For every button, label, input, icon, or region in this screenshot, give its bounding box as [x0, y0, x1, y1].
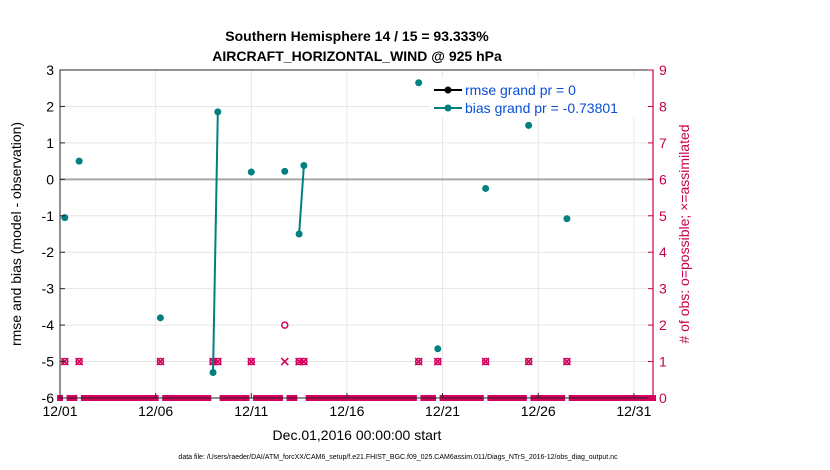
obs-assimilated-marker-13: [562, 357, 571, 366]
right-tick-label-2: 2: [659, 317, 667, 333]
legend-box: [430, 78, 646, 118]
obs-assimilated-cross-b-1: [75, 357, 84, 366]
obs-possible-marker-9: [414, 357, 423, 366]
obs-possible-marker-8: [300, 357, 308, 366]
bias-line-segment-0: [212, 111, 219, 373]
legend-rmse-marker: [444, 86, 452, 94]
right-tick-label-8: 8: [659, 98, 667, 114]
data-file-footnote: data file: /Users/raeder/DAI/ATM_forcXX/…: [178, 454, 618, 461]
bias-point-9: [415, 79, 423, 87]
obs-assimilated-cross-b-5: [247, 357, 256, 366]
obs-possible-marker-11: [481, 357, 490, 366]
obs-assimilated-cross-b-12: [524, 357, 533, 366]
obs-assimilated-marker-4: [213, 357, 222, 366]
bias-series: [61, 79, 571, 376]
obs-assimilated-marker-2: [156, 357, 165, 366]
x-tick-label-0: 12/01: [42, 403, 77, 419]
obs-assimilated-cross-b-13: [562, 357, 571, 366]
obs-assimilated-marker-6: [280, 357, 289, 366]
legend-rmse-label: rmse grand pr = 0: [465, 82, 576, 98]
obs-possible-marker-12: [524, 357, 533, 366]
x-tick-label-2: 12/11: [234, 403, 268, 419]
right-tick-label-0: 0: [659, 390, 667, 406]
obs-assimilated-cross-b-9: [414, 357, 423, 366]
left-tick-label-9: 3: [46, 62, 54, 78]
plot-area: [60, 70, 653, 398]
bias-point-10: [434, 345, 442, 353]
right-tick-label-4: 4: [659, 244, 667, 260]
obs-assimilated-cross-b-6: [280, 357, 289, 366]
x-tick-label-6: 12/31: [616, 403, 651, 419]
right-tick-label-7: 7: [659, 135, 667, 151]
obs-assimilated-cross-b-2: [156, 357, 165, 366]
left-tick-label-6: 0: [46, 171, 54, 187]
obs-possible-marker-4: [214, 357, 222, 366]
x-axis-label: Dec.01,2016 00:00:00 start: [273, 427, 442, 443]
bias-point-13: [563, 215, 571, 223]
bias-point-11: [482, 184, 490, 192]
left-tick-label-2: -4: [42, 317, 55, 333]
left-tick-label-7: 1: [46, 135, 54, 151]
bias-point-8: [300, 161, 308, 169]
bias-point-12: [525, 121, 533, 129]
bias-point-1: [75, 157, 83, 165]
obs-assimilated-marker-1: [75, 357, 84, 366]
legend-bias-label: bias grand pr = -0.73801: [465, 100, 618, 116]
obs-possible-marker-2: [156, 357, 165, 366]
right-tick-label-1: 1: [659, 354, 667, 370]
bias-point-2: [156, 314, 164, 322]
obs-assimilated-marker-10: [433, 357, 442, 366]
right-axis-ticks: 0 1 2 3 4 5 6 7 8 9: [648, 62, 667, 406]
left-tick-label-1: -5: [42, 354, 55, 370]
bias-point-4: [214, 108, 222, 116]
right-axis-label: # of obs: o=possible; ×=assimilated: [676, 124, 692, 343]
x-axis-ticks: 12/01 12/06 12/11 12/16 12/21 12/26 12/31: [42, 393, 652, 419]
bias-point-7: [295, 230, 303, 238]
left-tick-label-8: 2: [46, 98, 54, 114]
obs-assimilated-marker-12: [524, 357, 533, 366]
obs-assimilated-marker-8: [299, 357, 308, 366]
right-tick-label-9: 9: [659, 62, 667, 78]
legend: rmse grand pr = 0 bias grand pr = -0.738…: [430, 78, 646, 118]
left-tick-label-4: -2: [42, 244, 55, 260]
obs-assimilated-cross-b-8: [299, 357, 308, 366]
obs-assimilated-marker-11: [481, 357, 490, 366]
bias-point-6: [281, 167, 289, 175]
bias-line-segment-1: [298, 165, 305, 235]
left-axis-label: rmse and bias (model - observation): [8, 122, 24, 346]
x-tick-label-1: 12/06: [138, 403, 173, 419]
bias-point-5: [247, 168, 255, 176]
obs-possible-marker-5: [247, 357, 256, 366]
right-tick-label-6: 6: [659, 171, 667, 187]
chart-title-line1: Southern Hemisphere 14 / 15 = 93.333%: [225, 28, 489, 44]
right-tick-label-5: 5: [659, 208, 667, 224]
obs-possible-marker-1: [75, 357, 83, 366]
legend-bias-marker: [444, 104, 452, 112]
x-tick-label-3: 12/16: [329, 403, 364, 419]
obs-assimilated-cross-b-11: [481, 357, 490, 366]
bias-point-3: [209, 368, 217, 376]
obs-assimilated-marker-9: [414, 357, 423, 366]
left-tick-label-5: -1: [42, 208, 55, 224]
obs-possible-marker-6: [281, 321, 289, 329]
obs-possible-marker-10: [434, 357, 442, 366]
obs-assimilated-cross-b-4: [213, 357, 222, 366]
obs-possible-marker-13: [563, 357, 571, 366]
left-tick-label-3: -3: [42, 281, 55, 297]
right-tick-label-3: 3: [659, 281, 667, 297]
x-tick-label-5: 12/26: [521, 403, 556, 419]
left-axis-ticks: -6 -5 -4 -3 -2 -1 0 1 2 3: [42, 62, 65, 406]
chart-title-line2: AIRCRAFT_HORIZONTAL_WIND @ 925 hPa: [212, 48, 502, 64]
obs-assimilated-cross-b-10: [433, 357, 442, 366]
obs-assimilated-marker-5: [247, 357, 256, 366]
x-tick-label-4: 12/21: [425, 403, 460, 419]
obs-possible-marker-7: [295, 357, 303, 366]
bias-point-0: [61, 214, 69, 222]
left-tick-label-0: -6: [42, 390, 55, 406]
